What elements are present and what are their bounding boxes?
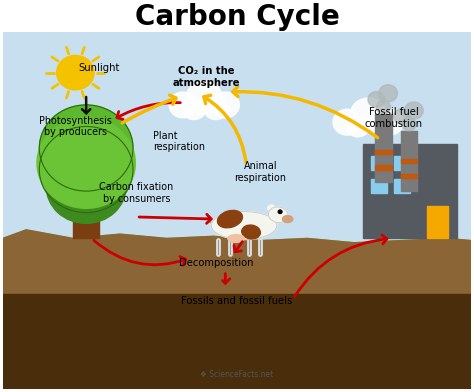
Text: Fossil fuel
combustion: Fossil fuel combustion (365, 107, 423, 129)
Text: Carbon fixation
by consumers: Carbon fixation by consumers (99, 182, 173, 204)
Circle shape (39, 127, 133, 212)
Ellipse shape (242, 225, 260, 239)
FancyArrowPatch shape (295, 235, 387, 296)
Text: Photosynthesis
by producers: Photosynthesis by producers (39, 116, 112, 137)
Circle shape (350, 98, 386, 131)
Circle shape (182, 97, 206, 120)
Ellipse shape (283, 216, 293, 223)
FancyArrowPatch shape (94, 240, 186, 265)
Circle shape (333, 109, 361, 135)
Text: Plant
respiration: Plant respiration (153, 131, 205, 152)
FancyArrowPatch shape (233, 87, 378, 138)
Text: Fossils and fossil fuels: Fossils and fossil fuels (182, 296, 292, 306)
Circle shape (375, 109, 403, 135)
Bar (401, 159, 417, 163)
Circle shape (379, 85, 397, 102)
Text: Sunlight: Sunlight (78, 64, 119, 73)
Circle shape (93, 117, 118, 140)
Circle shape (394, 109, 410, 124)
Circle shape (368, 92, 385, 107)
Circle shape (186, 81, 222, 114)
Text: CO₂ in the
atmosphere: CO₂ in the atmosphere (173, 66, 240, 88)
FancyArrowPatch shape (204, 95, 246, 163)
Circle shape (57, 55, 94, 90)
Text: Animal
respiration: Animal respiration (235, 161, 286, 183)
Polygon shape (3, 230, 471, 389)
Title: Carbon Cycle: Carbon Cycle (135, 3, 339, 31)
Ellipse shape (218, 211, 243, 228)
Circle shape (37, 118, 136, 208)
Bar (375, 150, 392, 154)
Ellipse shape (267, 205, 274, 210)
FancyArrowPatch shape (82, 97, 91, 113)
Text: ❖ ScienceFacts.net: ❖ ScienceFacts.net (201, 370, 273, 379)
Bar (394, 156, 410, 170)
Circle shape (368, 114, 392, 137)
FancyArrowPatch shape (234, 241, 242, 252)
Circle shape (278, 210, 282, 214)
FancyArrowPatch shape (117, 103, 180, 120)
Bar (427, 206, 448, 238)
FancyArrowPatch shape (139, 214, 211, 223)
Circle shape (404, 102, 423, 119)
Circle shape (55, 117, 81, 140)
Bar (401, 131, 417, 191)
Bar (3, 294, 471, 389)
Ellipse shape (211, 212, 277, 240)
Ellipse shape (268, 207, 288, 223)
Text: Decomposition: Decomposition (179, 258, 253, 269)
Bar (73, 170, 99, 238)
Polygon shape (3, 230, 471, 389)
Circle shape (169, 92, 197, 118)
Bar (401, 174, 417, 178)
Circle shape (204, 97, 228, 120)
Bar (394, 180, 410, 193)
Bar (364, 144, 457, 238)
Circle shape (67, 122, 89, 142)
Bar (375, 165, 392, 170)
FancyArrowPatch shape (221, 274, 230, 283)
Circle shape (87, 122, 109, 142)
Circle shape (376, 101, 391, 114)
Circle shape (402, 118, 416, 131)
Circle shape (46, 150, 126, 223)
Ellipse shape (228, 234, 244, 242)
Circle shape (211, 92, 239, 118)
Circle shape (71, 107, 103, 136)
Circle shape (39, 105, 133, 191)
FancyArrowPatch shape (122, 95, 176, 123)
Circle shape (346, 114, 370, 137)
Bar (375, 114, 392, 182)
Bar (371, 180, 387, 193)
Bar (371, 156, 387, 170)
